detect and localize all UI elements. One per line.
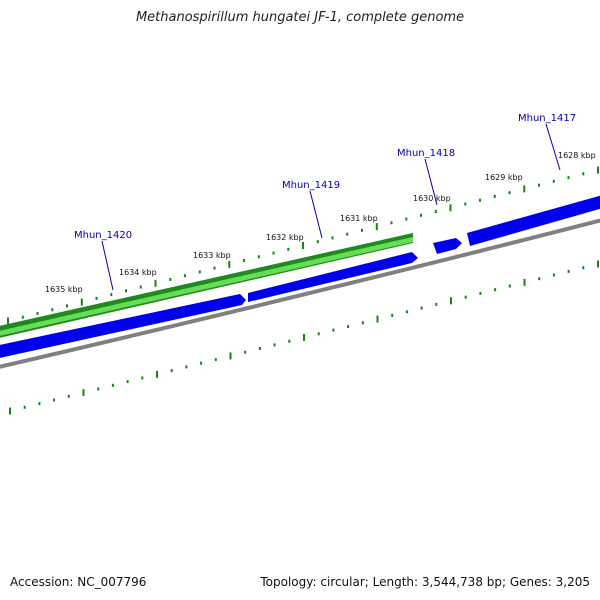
gene-label-mhun-1418[interactable]: Mhun_1418: [397, 148, 455, 159]
leader-line-1420: [101, 240, 114, 291]
leader-line-1419: [309, 190, 323, 239]
backbone-ring: [0, 218, 600, 369]
cds-feature-1418[interactable]: [433, 238, 462, 254]
scale-label-1632: 1632 kbp: [266, 233, 304, 242]
cds-feature-1420[interactable]: [0, 294, 246, 360]
leader-line-1418: [424, 158, 438, 206]
scale-label-1634: 1634 kbp: [119, 268, 157, 277]
genome-title: Methanospirillum hungatei JF-1, complete…: [135, 10, 465, 25]
scale-label-1630: 1630 kbp: [413, 194, 451, 203]
scale-label-1633: 1633 kbp: [193, 251, 231, 260]
inner-tick-ring: [9, 260, 599, 415]
accession-text: Accession: NC_007796: [10, 575, 147, 589]
gene-label-mhun-1420[interactable]: Mhun_1420: [74, 230, 132, 241]
cds-feature-1419[interactable]: [248, 252, 418, 302]
cds-feature-1417[interactable]: [467, 193, 600, 246]
gene-label-mhun-1419[interactable]: Mhun_1419: [282, 180, 340, 191]
scale-label-1628: 1628 kbp: [558, 151, 596, 160]
gene-feature-green-highlight: [0, 237, 413, 336]
scale-label-1631: 1631 kbp: [340, 214, 378, 223]
genome-summary-text: Topology: circular; Length: 3,544,738 bp…: [260, 575, 590, 589]
scale-label-1629: 1629 kbp: [485, 173, 523, 182]
gene-label-mhun-1417[interactable]: Mhun_1417: [518, 113, 576, 124]
outer-tick-ring: [7, 166, 599, 325]
leader-line-1417: [545, 123, 561, 171]
scale-label-1635: 1635 kbp: [45, 285, 83, 294]
